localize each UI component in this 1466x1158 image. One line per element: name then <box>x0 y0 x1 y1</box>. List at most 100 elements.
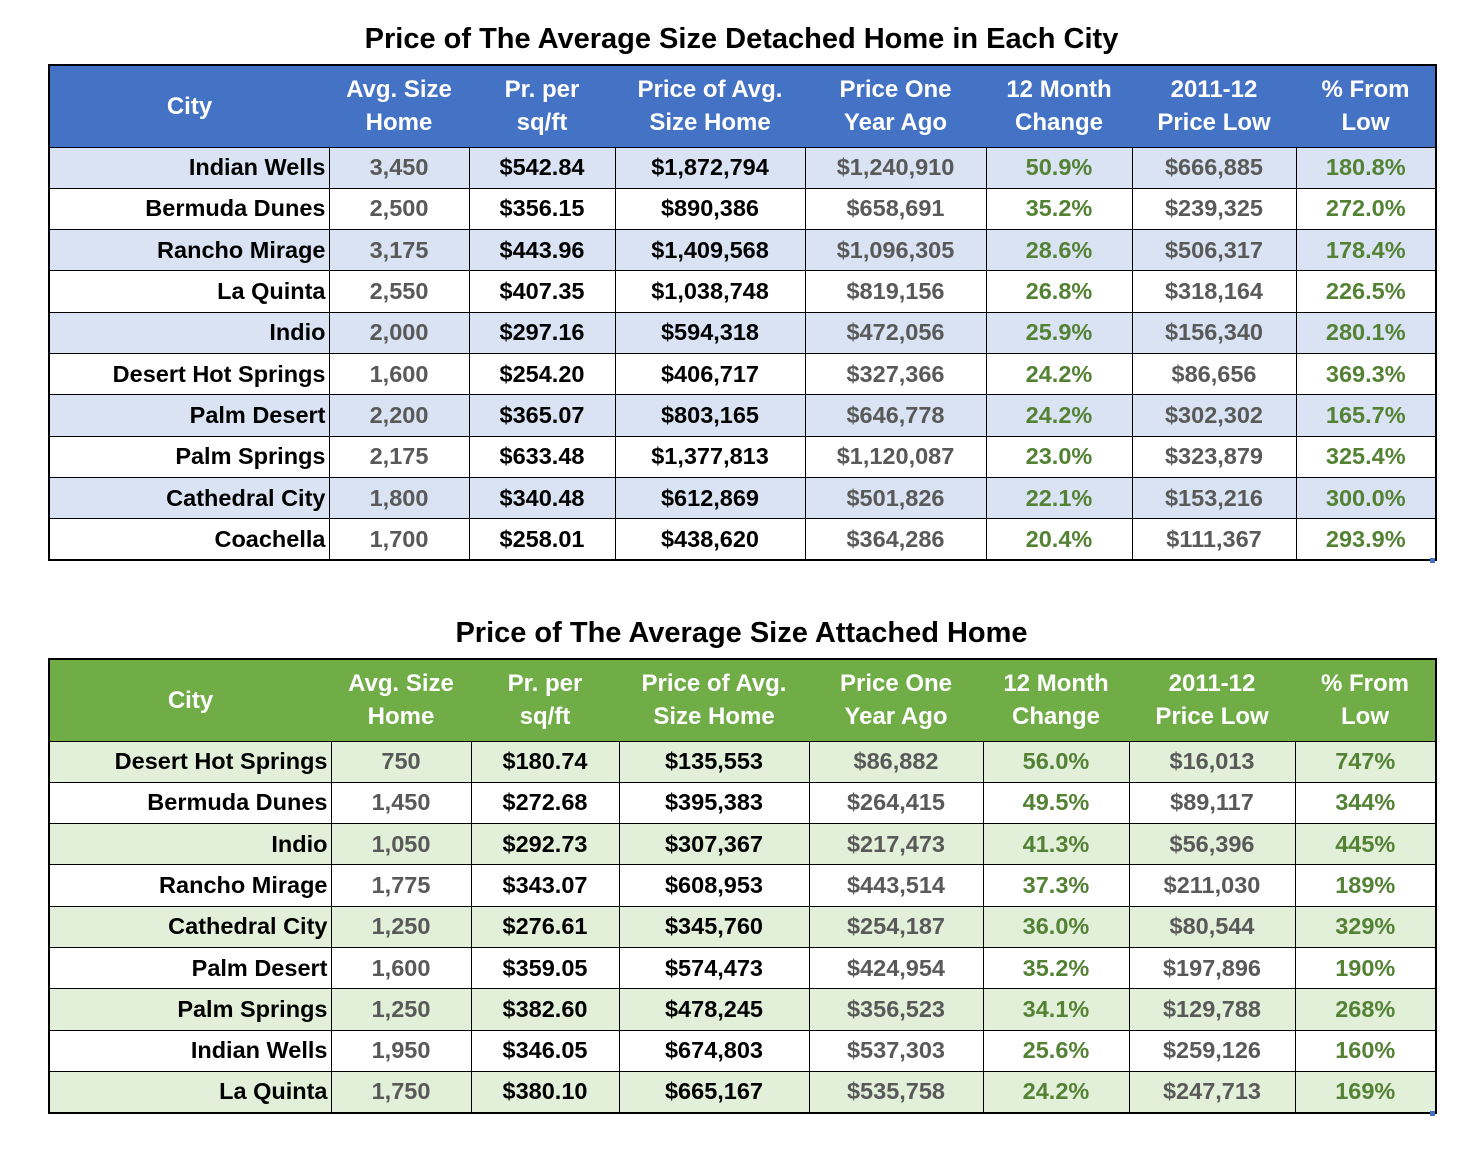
cell-price-per-sqft: $272.68 <box>470 781 620 825</box>
cell-avg-size: 1,600 <box>328 352 470 396</box>
cell-city: Indio <box>48 311 330 354</box>
cell-12-month-change: 20.4% <box>985 518 1133 561</box>
cell-price-per-sqft: $356.15 <box>468 187 616 231</box>
cell-pct-from-low: 329% <box>1294 905 1437 948</box>
cell-pct-from-low: 293.9% <box>1295 518 1437 561</box>
cell-price-low: $239,325 <box>1131 187 1297 231</box>
cell-price-year-ago: $1,120,087 <box>804 435 987 478</box>
cell-avg-size: 1,950 <box>330 1029 472 1072</box>
resize-handle-icon <box>1430 557 1435 563</box>
table-row: Rancho Mirage 3,175 $443.96 $1,409,568 $1,09… <box>48 229 1437 272</box>
cell-price-per-sqft: $443.96 <box>468 229 616 272</box>
cell-city: Palm Desert <box>48 946 332 990</box>
cell-price-avg-size: $438,620 <box>614 518 806 561</box>
cell-12-month-change: 34.1% <box>982 988 1130 1031</box>
header-price-year-ago-line: Year Ago <box>843 109 948 137</box>
cell-price-per-sqft: $382.60 <box>470 988 620 1031</box>
cell-avg-size: 3,175 <box>328 229 470 272</box>
cell-price-per-sqft: $346.05 <box>470 1029 620 1072</box>
cell-price-year-ago: $364,286 <box>804 518 987 561</box>
detached-section: Price of The Average Size Detached Home … <box>48 14 1437 563</box>
cell-12-month-change: 49.5% <box>982 781 1130 825</box>
cell-pct-from-low: 325.4% <box>1295 435 1437 478</box>
cell-avg-size: 1,050 <box>330 823 472 866</box>
header-price-year-ago-line: Year Ago <box>844 703 948 731</box>
cell-city: Desert Hot Springs <box>48 740 332 783</box>
cell-city: Palm Springs <box>48 435 330 478</box>
header-12-month-change-line: Change <box>1014 109 1103 137</box>
cell-price-avg-size: $594,318 <box>614 311 806 354</box>
cell-avg-size: 1,775 <box>330 864 472 907</box>
cell-price-year-ago: $86,882 <box>808 740 984 783</box>
cell-price-year-ago: $424,954 <box>808 946 984 990</box>
cell-price-avg-size: $612,869 <box>614 476 806 520</box>
cell-price-per-sqft: $292.73 <box>470 823 620 866</box>
cell-price-per-sqft: $633.48 <box>468 435 616 478</box>
cell-avg-size: 1,250 <box>330 905 472 948</box>
cell-price-low: $197,896 <box>1128 946 1296 990</box>
cell-12-month-change: 37.3% <box>982 864 1130 907</box>
header-price-per-sqft: Pr. per sq/ft <box>471 659 619 741</box>
cell-price-year-ago: $819,156 <box>804 270 987 313</box>
table-row: Indian Wells 3,450 $542.84 $1,872,794 $1,240… <box>48 146 1437 189</box>
table-row: Indio 1,050 $292.73 $307,367 $217,473 41.3% $5… <box>48 823 1437 866</box>
detached-table: City Avg. Size Home Pr. per sq/ft Price of Av… <box>48 64 1437 561</box>
cell-price-low: $247,713 <box>1128 1070 1296 1114</box>
cell-pct-from-low: 226.5% <box>1295 270 1437 313</box>
cell-price-low: $666,885 <box>1131 146 1297 189</box>
cell-pct-from-low: 180.8% <box>1295 146 1437 189</box>
header-pct-from-low: % From Low <box>1295 659 1436 741</box>
header-price-low: 2011-12 Price Low <box>1129 659 1295 741</box>
cell-price-low: $211,030 <box>1128 864 1296 907</box>
cell-price-low: $318,164 <box>1131 270 1297 313</box>
cell-city: Palm Desert <box>48 394 330 437</box>
attached-table-body: Desert Hot Springs 750 $180.74 $135,553 $86,… <box>48 740 1437 1114</box>
header-pct-from-low-line: Low <box>1341 109 1390 137</box>
header-avg-size-line: Avg. Size <box>346 76 452 104</box>
cell-city: Indian Wells <box>48 146 330 189</box>
header-price-year-ago-line: Price One <box>839 76 952 104</box>
cell-price-avg-size: $307,367 <box>618 823 810 866</box>
header-price-avg-size: Price of Avg. Size Home <box>619 659 809 741</box>
cell-pct-from-low: 160% <box>1294 1029 1437 1072</box>
cell-12-month-change: 50.9% <box>985 146 1133 189</box>
cell-city: Bermuda Dunes <box>48 187 330 231</box>
cell-avg-size: 1,800 <box>328 476 470 520</box>
cell-city: Palm Springs <box>48 988 332 1031</box>
cell-price-low: $156,340 <box>1131 311 1297 354</box>
header-price-low: 2011-12 Price Low <box>1132 65 1296 147</box>
cell-12-month-change: 25.6% <box>982 1029 1130 1072</box>
cell-price-avg-size: $574,473 <box>618 946 810 990</box>
cell-price-avg-size: $674,803 <box>618 1029 810 1072</box>
header-12-month-change-line: 12 Month <box>1006 76 1112 104</box>
cell-price-per-sqft: $254.20 <box>468 352 616 396</box>
cell-price-per-sqft: $542.84 <box>468 146 616 189</box>
cell-12-month-change: 35.2% <box>982 946 1130 990</box>
cell-price-year-ago: $217,473 <box>808 823 984 866</box>
cell-price-avg-size: $395,383 <box>618 781 810 825</box>
cell-pct-from-low: 445% <box>1294 823 1437 866</box>
table-row: Cathedral City 1,250 $276.61 $345,760 $254,1… <box>48 905 1437 948</box>
cell-price-per-sqft: $359.05 <box>470 946 620 990</box>
cell-avg-size: 1,450 <box>330 781 472 825</box>
header-city-line: City <box>167 686 214 714</box>
cell-price-year-ago: $537,303 <box>808 1029 984 1072</box>
detached-table-body: Indian Wells 3,450 $542.84 $1,872,794 $1,240… <box>48 146 1437 561</box>
table-row: Desert Hot Springs 1,600 $254.20 $406,717 $3… <box>48 352 1437 396</box>
header-price-year-ago-line: Price One <box>839 670 953 698</box>
table-row: Bermuda Dunes 1,450 $272.68 $395,383 $264,41… <box>48 781 1437 825</box>
cell-pct-from-low: 189% <box>1294 864 1437 907</box>
cell-avg-size: 2,550 <box>328 270 470 313</box>
cell-pct-from-low: 165.7% <box>1295 394 1437 437</box>
cell-12-month-change: 24.2% <box>985 394 1133 437</box>
header-avg-size-line: Home <box>367 703 435 731</box>
detached-table-title: Price of The Average Size Detached Home … <box>364 23 1119 55</box>
cell-avg-size: 2,000 <box>328 311 470 354</box>
attached-section: Price of The Average Size Attached Home … <box>48 608 1437 1116</box>
table-row: Coachella 1,700 $258.01 $438,620 $364,286 20.… <box>48 518 1437 561</box>
cell-price-low: $302,302 <box>1131 394 1297 437</box>
cell-price-year-ago: $472,056 <box>804 311 987 354</box>
header-price-avg-size-line: Price of Avg. <box>637 76 783 104</box>
header-pct-from-low-line: Low <box>1341 703 1389 731</box>
cell-price-per-sqft: $343.07 <box>470 864 620 907</box>
